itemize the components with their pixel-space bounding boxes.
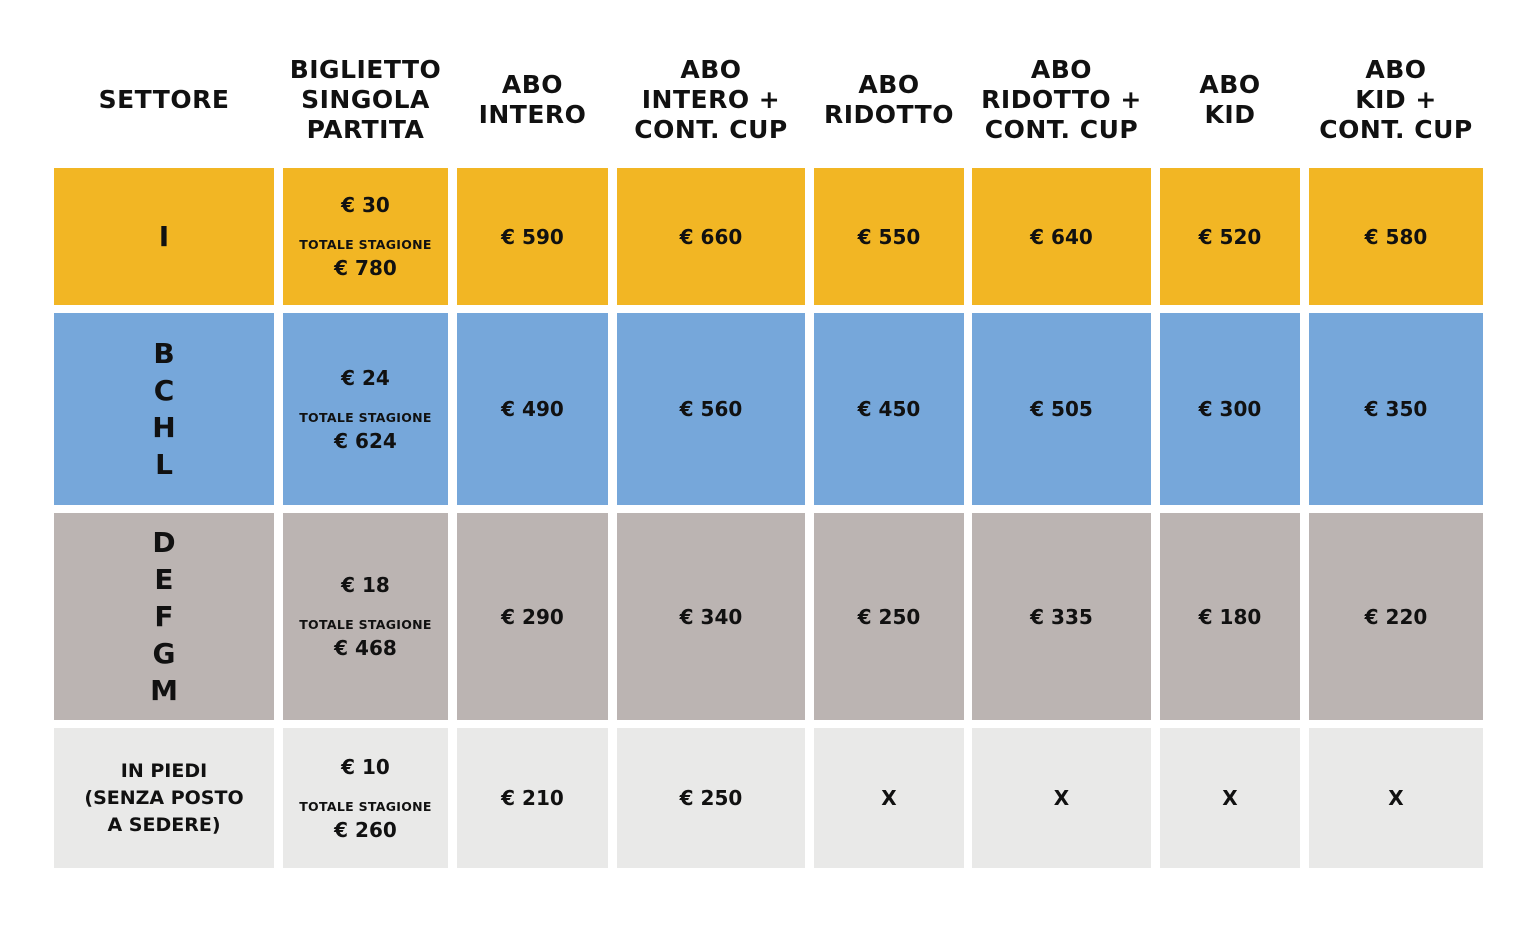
abo-ridotto-cont-cup-price-cell: € 640 — [972, 168, 1151, 305]
header-abo-intero: ABO INTERO — [478, 70, 587, 129]
abo-kid-cont-cup-price: € 580 — [1364, 224, 1428, 249]
abo-intero-cont-cup-price-cell: € 560 — [617, 313, 805, 505]
season-total-label: TOTALE STAGIONE — [299, 798, 432, 814]
single-ticket-cell: € 18 TOTALE STAGIONE € 468 — [283, 513, 448, 720]
abo-ridotto-price: X — [881, 786, 897, 810]
header-abo-ridotto: ABO RIDOTTO — [824, 70, 954, 129]
season-total-price: € 468 — [334, 636, 397, 660]
abo-ridotto-price-cell: € 550 — [814, 168, 964, 305]
single-ticket-cell: € 24 TOTALE STAGIONE € 624 — [283, 313, 448, 505]
abo-kid-cont-cup-price-cell: € 580 — [1309, 168, 1483, 305]
single-ticket-price: € 24 — [341, 365, 390, 390]
season-total-price: € 260 — [334, 817, 397, 842]
single-ticket-price: € 30 — [341, 193, 390, 217]
abo-kid-cont-cup-price-cell: € 220 — [1309, 513, 1483, 720]
abo-kid-cont-cup-price-cell: X — [1309, 728, 1483, 868]
header-settore: SETTORE — [98, 85, 230, 114]
abo-kid-price-cell: X — [1160, 728, 1300, 868]
abo-intero-price: € 210 — [501, 786, 564, 810]
abo-intero-cont-cup-price-cell: € 340 — [617, 513, 805, 720]
abo-intero-price-cell: € 290 — [457, 513, 608, 720]
abo-intero-price: € 290 — [501, 604, 564, 629]
abo-ridotto-price: € 550 — [857, 224, 921, 249]
sector-cell: D E F G M — [54, 513, 274, 720]
abo-ridotto-cont-cup-price: X — [1053, 786, 1070, 810]
single-ticket-price: € 10 — [341, 754, 390, 779]
abo-kid-price: X — [1222, 786, 1238, 810]
sector-cell: B C H L — [54, 313, 274, 505]
season-total-price: € 624 — [334, 428, 397, 453]
abo-intero-cont-cup-price: € 250 — [679, 786, 743, 810]
abo-kid-price-cell: € 180 — [1160, 513, 1300, 720]
abo-kid-price: € 300 — [1198, 397, 1262, 421]
abo-intero-cont-cup-price-cell: € 250 — [617, 728, 805, 868]
abo-intero-price-cell: € 590 — [457, 168, 608, 305]
header-abo-kid-cont-cup: ABO KID + CONT. CUP — [1319, 55, 1473, 144]
single-ticket-cell: € 30 TOTALE STAGIONE € 780 — [283, 168, 448, 305]
season-total-label: TOTALE STAGIONE — [299, 237, 432, 252]
abo-intero-price-cell: € 490 — [457, 313, 608, 505]
sector-label: IN PIEDI (SENZA POSTO A SEDERE) — [84, 759, 244, 836]
abo-kid-cont-cup-price: € 220 — [1364, 604, 1428, 629]
abo-ridotto-price-cell: € 250 — [814, 513, 964, 720]
abo-intero-cont-cup-price: € 660 — [679, 224, 743, 249]
abo-ridotto-cont-cup-price-cell: X — [972, 728, 1151, 868]
abo-kid-cont-cup-price: € 350 — [1364, 397, 1428, 421]
abo-intero-cont-cup-price: € 340 — [679, 604, 743, 629]
abo-ridotto-cont-cup-price-cell: € 505 — [972, 313, 1151, 505]
season-total-label: TOTALE STAGIONE — [299, 409, 432, 425]
abo-ridotto-cont-cup-price: € 335 — [1030, 604, 1093, 629]
abo-ridotto-price: € 250 — [857, 604, 921, 629]
abo-ridotto-cont-cup-price: € 640 — [1030, 224, 1093, 249]
abo-ridotto-price: € 450 — [857, 397, 921, 421]
abo-kid-price: € 180 — [1198, 604, 1262, 629]
header-abo-intero-cont-cup: ABO INTERO + CONT. CUP — [634, 55, 788, 144]
season-total-price: € 780 — [334, 256, 397, 280]
abo-kid-price-cell: € 520 — [1160, 168, 1300, 305]
sector-label: D E F G M — [150, 526, 178, 707]
header-abo-kid: ABO KID — [1199, 70, 1261, 129]
abo-kid-cont-cup-price: X — [1388, 786, 1404, 810]
abo-ridotto-cont-cup-price: € 505 — [1030, 397, 1093, 421]
sector-cell: I — [54, 168, 274, 305]
header-abo-ridotto-cont-cup: ABO RIDOTTO + CONT. CUP — [981, 55, 1142, 144]
header-biglietto-singola-partita: BIGLIETTO SINGOLA PARTITA — [289, 55, 442, 144]
abo-intero-price: € 590 — [501, 224, 564, 249]
abo-intero-price: € 490 — [501, 397, 564, 421]
single-ticket-price: € 18 — [341, 573, 390, 597]
sector-label: B C H L — [152, 337, 176, 481]
abo-intero-price-cell: € 210 — [457, 728, 608, 868]
sector-label: I — [158, 220, 170, 253]
abo-kid-price: € 520 — [1198, 224, 1262, 249]
abo-ridotto-cont-cup-price-cell: € 335 — [972, 513, 1151, 720]
sector-cell: IN PIEDI (SENZA POSTO A SEDERE) — [54, 728, 274, 868]
season-total-label: TOTALE STAGIONE — [299, 617, 432, 632]
abo-ridotto-price-cell: X — [814, 728, 964, 868]
abo-intero-cont-cup-price-cell: € 660 — [617, 168, 805, 305]
abo-ridotto-price-cell: € 450 — [814, 313, 964, 505]
abo-kid-cont-cup-price-cell: € 350 — [1309, 313, 1483, 505]
abo-kid-price-cell: € 300 — [1160, 313, 1300, 505]
single-ticket-cell: € 10 TOTALE STAGIONE € 260 — [283, 728, 448, 868]
abo-intero-cont-cup-price: € 560 — [679, 397, 743, 421]
